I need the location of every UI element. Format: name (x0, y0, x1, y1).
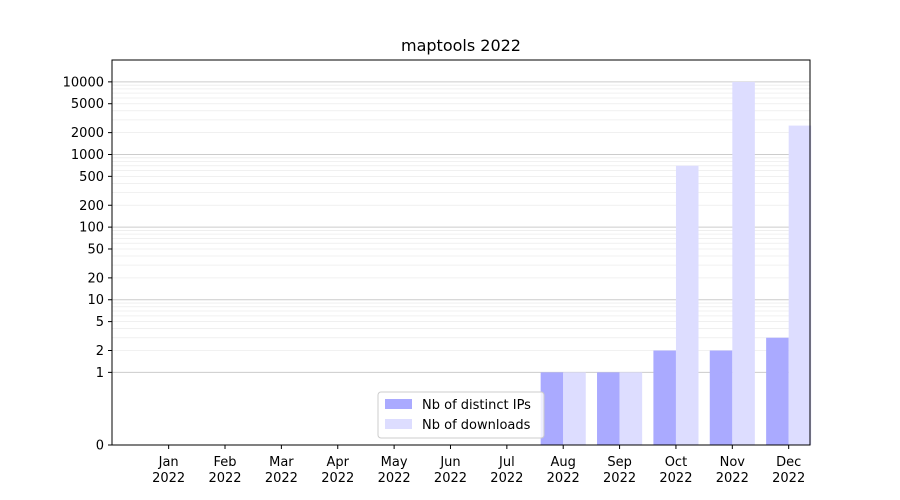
x-tick-label-month: Mar (269, 455, 294, 470)
x-tick-label-month: Aug (551, 455, 576, 470)
x-tick-label-year: 2022 (603, 471, 636, 486)
x-tick-label-month: Feb (213, 455, 236, 470)
plot-frame (111, 59, 811, 446)
chart-title: maptools 2022 (401, 36, 521, 55)
bar-downloads (788, 125, 812, 445)
x-tick-label-month: Sep (607, 455, 632, 470)
y-tick-label: 50 (87, 242, 104, 257)
grid (112, 59, 810, 373)
x-tick-label-year: 2022 (208, 471, 241, 486)
bars (540, 81, 812, 445)
x-tick-label-month: Jun (439, 455, 460, 470)
bar-distinct-ips (766, 337, 789, 445)
y-tick-label: 10 (87, 293, 104, 308)
x-tick-label-month: Dec (776, 455, 801, 470)
y-tick-label: 500 (79, 170, 104, 185)
x-tick-label-month: Apr (326, 455, 349, 470)
legend-swatch (385, 419, 412, 429)
y-tick-label: 10000 (63, 75, 104, 90)
legend: Nb of distinct IPs Nb of downloads (377, 391, 545, 439)
x-tick-label-year: 2022 (321, 471, 354, 486)
y-tick-label: 100 (79, 221, 104, 236)
y-tick-label: 200 (79, 199, 104, 214)
bar-distinct-ips (597, 372, 620, 445)
bar-distinct-ips (709, 350, 733, 445)
x-tick-label-year: 2022 (659, 471, 692, 486)
y-tick-label: 1000 (71, 148, 104, 163)
legend-box (377, 391, 545, 439)
y-tick-label: 0 (96, 439, 104, 454)
y-tick-label: 5 (96, 315, 104, 330)
legend-label: Nb of distinct IPs (422, 398, 531, 413)
bar-downloads (675, 165, 699, 445)
x-tick-label-year: 2022 (490, 471, 523, 486)
y-tick-label: 2 (96, 344, 104, 359)
axes: 012510205010020050010002000500010000Jan2… (63, 59, 811, 486)
bar-distinct-ips (540, 372, 564, 445)
bar-downloads (732, 81, 755, 445)
x-tick-label-year: 2022 (265, 471, 298, 486)
legend-swatch (385, 399, 412, 409)
y-tick-label: 1 (96, 366, 104, 381)
x-tick-label-month: Oct (665, 455, 687, 470)
bar-downloads (619, 372, 643, 445)
y-tick-label: 5000 (71, 97, 104, 112)
x-tick-label-month: Nov (720, 455, 746, 470)
x-tick-label-year: 2022 (434, 471, 467, 486)
x-tick-label-year: 2022 (547, 471, 580, 486)
x-tick-label-month: Jan (158, 455, 179, 470)
legend-label: Nb of downloads (422, 418, 531, 433)
x-tick-label-year: 2022 (716, 471, 749, 486)
x-tick-label-month: May (381, 455, 408, 470)
x-tick-label-year: 2022 (152, 471, 185, 486)
y-tick-label: 20 (87, 271, 104, 286)
bar-distinct-ips (653, 350, 676, 445)
x-tick-label-year: 2022 (378, 471, 411, 486)
x-tick-label-month: Jul (498, 455, 515, 470)
y-tick-label: 2000 (71, 126, 104, 141)
bar-downloads (563, 372, 586, 445)
x-tick-label-year: 2022 (772, 471, 805, 486)
